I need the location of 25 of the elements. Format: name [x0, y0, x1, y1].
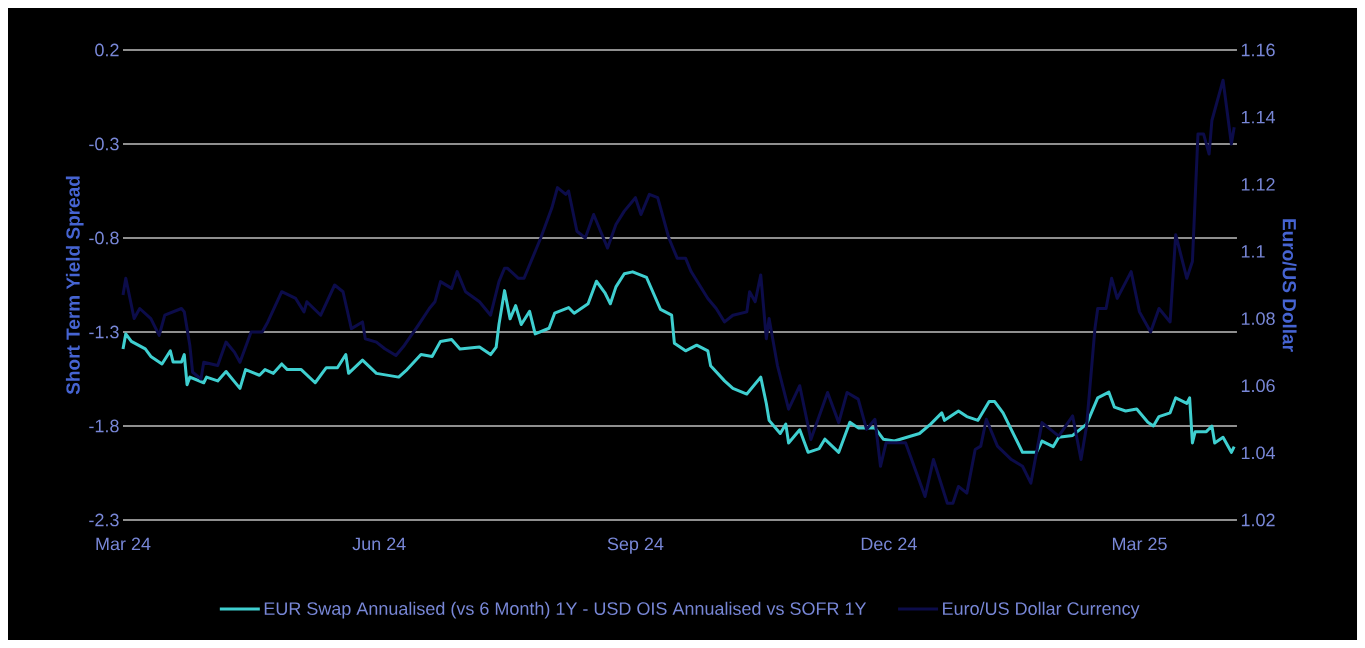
y-tick-label: -2.3: [89, 513, 119, 527]
legend-label: EUR Swap Annualised (vs 6 Month) 1Y - USD OIS Annualised vs SOFR 1Y: [264, 601, 867, 619]
line-series: [121, 78, 1236, 505]
y-tick-label: -0.3: [89, 137, 119, 151]
y2-tick-label: 1.16: [1241, 43, 1275, 57]
line-series: [121, 270, 1236, 454]
y-tick-label: 0.2: [95, 43, 119, 57]
y2-tick-label: 1.02: [1241, 513, 1275, 527]
x-tick-label: Jun 24: [352, 537, 406, 551]
x-tick-label: Sep 24: [607, 537, 664, 554]
y-tick-label: -0.8: [89, 231, 119, 245]
y2-tick-label: 1.06: [1241, 379, 1275, 393]
y2-tick-label: 1.1: [1241, 245, 1265, 258]
y2-tick-label: 1.08: [1241, 312, 1275, 325]
y-axis-title: Short Term Yield Spread: [65, 176, 84, 395]
y-tick-label: -1.3: [89, 325, 119, 339]
x-tick-label: Mar 24: [96, 537, 151, 551]
y2-tick-label: 1.04: [1241, 446, 1276, 460]
x-tick-label: Mar 25: [1112, 537, 1167, 551]
y2-tick-label: 1.12: [1241, 177, 1275, 191]
y2-tick-label: 1.14: [1241, 110, 1276, 124]
legend-label: Euro/US Dollar Currency: [943, 601, 1140, 619]
x-tick-label: Dec 24: [861, 537, 917, 551]
y2-axis-title: Euro/US Dollar: [1282, 219, 1297, 352]
y-tick-label: -1.8: [89, 419, 119, 433]
